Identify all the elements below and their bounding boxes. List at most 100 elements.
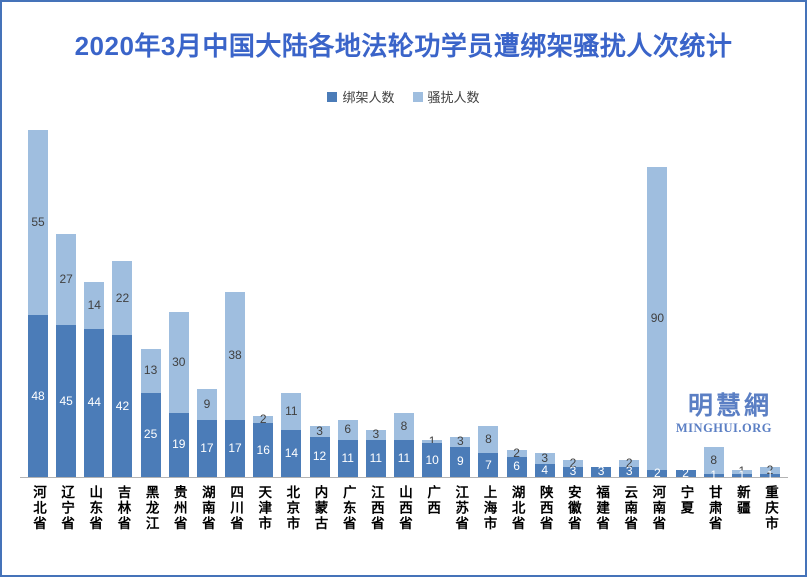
bar-segment-harassed: 8 (703, 446, 724, 474)
value-label-kidnapped: 19 (172, 437, 186, 452)
x-axis-label: 广西 (425, 485, 441, 516)
x-axis-label: 甘肃省 (706, 485, 722, 532)
bar-segment-kidnapped: 11 (365, 439, 386, 477)
x-axis-label: 黑龙江 (143, 485, 159, 532)
value-label-kidnapped: 42 (115, 398, 130, 413)
stacked-bar: 14 44 (84, 281, 105, 477)
bar-segment-harassed: 2 (506, 445, 527, 460)
x-axis-line (20, 477, 788, 478)
bar-segment-harassed: 9 (196, 389, 217, 420)
bar-segment-harassed: 1 (731, 465, 752, 478)
bar-segment-harassed: 8 (478, 426, 499, 454)
bar-segment-kidnapped: 9 (450, 446, 471, 477)
watermark-cn: 明慧網 (687, 391, 772, 420)
bar-segment-kidnapped: 1 (703, 468, 724, 481)
x-axis-label: 山西省 (397, 485, 412, 532)
bar-segment-harassed: 2 (253, 412, 274, 427)
value-label-harassed: 55 (31, 215, 45, 230)
x-axis-label: 湖南省 (199, 485, 215, 532)
bar-segment-kidnapped: 2 (647, 467, 668, 480)
bar-segment-harassed: 27 (56, 234, 77, 326)
value-label-harassed: 1 (428, 434, 436, 449)
bar-segment-kidnapped: 6 (506, 456, 527, 477)
value-label-harassed: 2 (569, 456, 577, 471)
value-label-kidnapped: 12 (312, 449, 327, 464)
bar-segment-harassed: 2 (619, 457, 640, 470)
bar-segment-harassed: 55 (28, 129, 48, 316)
x-axis-label: 宁夏 (678, 485, 694, 516)
value-label-harassed: 2 (766, 462, 774, 477)
value-label-harassed: 30 (172, 354, 186, 369)
x-axis-label: 四川省 (228, 485, 244, 532)
value-label-kidnapped: 3 (597, 464, 605, 479)
bar-segment-harassed: 22 (112, 261, 133, 336)
value-label-harassed: 13 (143, 363, 158, 378)
stacked-bar: 11 14 (281, 392, 302, 477)
x-axis-label: 辽宁省 (59, 485, 75, 532)
value-label-harassed: 3 (372, 427, 380, 442)
x-axis-label: 江苏省 (453, 485, 469, 532)
value-label-harassed: 1 (738, 464, 746, 479)
bar-segment-kidnapped: 3 (591, 464, 612, 479)
stacked-bar: 2 16 (253, 412, 274, 477)
stacked-bar: 8 11 (394, 412, 414, 477)
value-label-harassed: 90 (650, 311, 665, 326)
x-axis-label: 云南省 (622, 485, 638, 532)
bar-segment-harassed: 8 (394, 412, 414, 440)
x-axis-label: 湖北省 (509, 485, 525, 532)
value-label-harassed: 3 (456, 434, 464, 449)
bar-segment-harassed: 3 (309, 425, 330, 438)
value-label-kidnapped: 48 (31, 388, 45, 403)
bar-segment-harassed: 13 (140, 348, 161, 393)
bar-segment-harassed: 3 (450, 434, 471, 449)
value-label-harassed: 2 (513, 445, 520, 460)
bar-segment-harassed: 11 (281, 392, 302, 430)
bar-segment-harassed: 14 (84, 281, 105, 329)
stacked-bar: 2 (675, 467, 696, 480)
value-label-kidnapped: 9 (456, 454, 464, 469)
stacked-bar: 90 2 (647, 166, 668, 480)
stacked-bar: 22 42 (112, 261, 133, 477)
value-label-kidnapped: 45 (59, 393, 73, 408)
x-axis: 河北省 辽宁省 山东省 吉林省 黑龙江 贵州省 湖南省 四川省 天津市 北京市 内蒙古 广东省 江西省山… (28, 478, 780, 574)
bar-segment-kidnapped: 2 (675, 467, 696, 480)
value-label-kidnapped: 7 (485, 457, 492, 472)
legend-label-kidnapped: 绑架人数 (342, 90, 395, 105)
value-label-harassed: 6 (344, 422, 352, 437)
value-label-kidnapped: 17 (200, 440, 214, 455)
bar-segment-kidnapped: 44 (84, 328, 105, 477)
bar-segment-harassed: 6 (337, 419, 358, 440)
chart-plot: 明慧網 MINGHUI.ORG 55 48 27 45 14 44 22 42 13 25 30 19… (20, 126, 788, 481)
bar-segment-harassed: 1 (422, 435, 443, 448)
bar-segment-kidnapped: 17 (225, 419, 246, 477)
x-axis-label: 福建省 (594, 485, 610, 532)
stacked-bar: 30 19 (168, 311, 189, 477)
x-axis-label: 重庆市 (763, 485, 778, 532)
bar-segment-kidnapped: 3 (619, 464, 640, 479)
stacked-bar: 3 12 (309, 425, 330, 477)
bar-segment-kidnapped: 25 (140, 392, 161, 477)
stacked-bar: 3 (591, 464, 612, 479)
bar-segment-kidnapped: 12 (309, 436, 330, 477)
x-axis-label: 河南省 (650, 485, 666, 532)
value-label-kidnapped: 1 (710, 467, 718, 482)
value-label-harassed: 2 (259, 412, 267, 427)
value-label-kidnapped: 10 (425, 452, 439, 467)
bar-segment-kidnapped: 17 (196, 419, 217, 477)
stacked-bar: 1 10 (422, 435, 443, 477)
stacked-bar: 27 45 (56, 234, 77, 477)
value-label-kidnapped: 3 (625, 464, 633, 479)
value-label-harassed: 9 (203, 397, 211, 412)
value-label-kidnapped: 6 (513, 459, 520, 474)
bar-segment-harassed: 3 (365, 427, 386, 442)
bar-segment-kidnapped: 1 (731, 468, 752, 481)
value-label-harassed: 27 (59, 272, 73, 287)
legend-item-kidnapped: 绑架人数 (327, 87, 395, 106)
bar-segment-kidnapped: 48 (28, 315, 48, 477)
